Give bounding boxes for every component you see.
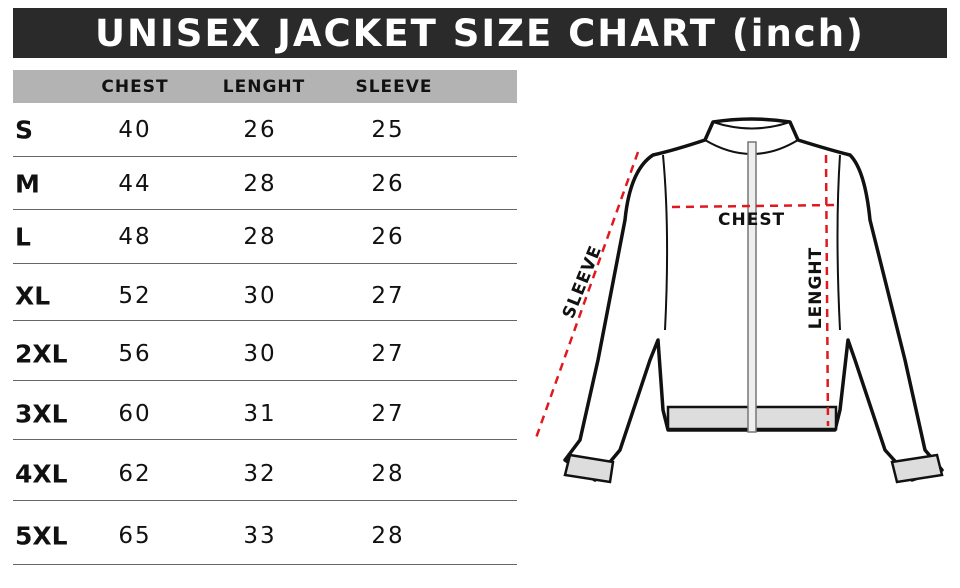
length-cell: 32 xyxy=(243,460,277,487)
chest-cell: 40 xyxy=(118,117,152,143)
size-cell: 3XL xyxy=(15,399,68,428)
length-cell: 26 xyxy=(243,117,277,143)
length-cell: 33 xyxy=(243,523,277,549)
size-cell: 4XL xyxy=(15,459,68,488)
table-row: 4XL 62 32 28 xyxy=(13,440,517,501)
table-row: L 48 28 26 xyxy=(13,210,517,264)
sleeve-cell: 26 xyxy=(371,170,405,197)
size-cell: L xyxy=(15,222,31,252)
chest-cell: 65 xyxy=(118,523,152,549)
header-length: LENGHT xyxy=(222,77,306,97)
table-row: 5XL 65 33 28 xyxy=(13,501,517,565)
chest-cell: 52 xyxy=(118,282,152,309)
chest-cell: 48 xyxy=(118,224,152,250)
table-row: 2XL 56 30 27 xyxy=(13,321,517,381)
length-cell: 30 xyxy=(243,282,277,309)
chest-label: CHEST xyxy=(718,210,786,230)
header-chest: CHEST xyxy=(101,77,169,97)
size-cell: S xyxy=(15,115,34,145)
size-cell: M xyxy=(15,169,40,198)
sleeve-cell: 27 xyxy=(371,400,405,427)
table-row: 3XL 60 31 27 xyxy=(13,381,517,440)
sleeve-cell: 28 xyxy=(371,523,405,549)
length-cell: 28 xyxy=(243,224,277,250)
jacket-illustration xyxy=(534,117,944,484)
table-row: S 40 26 25 xyxy=(13,103,517,157)
table-header: CHEST LENGHT SLEEVE xyxy=(13,70,517,103)
chest-cell: 56 xyxy=(118,341,152,367)
header-sleeve: SLEEVE xyxy=(355,77,433,97)
page-title: UNISEX JACKET SIZE CHART (inch) xyxy=(13,8,947,58)
length-cell: 31 xyxy=(243,400,277,427)
chest-cell: 60 xyxy=(118,400,152,427)
size-cell: 2XL xyxy=(15,339,68,369)
table-row: M 44 28 26 xyxy=(13,157,517,210)
length-label: LENGHT xyxy=(806,246,827,330)
sleeve-cell: 26 xyxy=(371,224,405,250)
table-row: XL 52 30 27 xyxy=(13,264,517,321)
length-cell: 30 xyxy=(243,341,277,367)
sleeve-cell: 25 xyxy=(371,117,405,143)
sleeve-cell: 27 xyxy=(371,341,405,367)
sleeve-cell: 27 xyxy=(371,282,405,309)
chest-cell: 62 xyxy=(118,460,152,487)
sleeve-cell: 28 xyxy=(371,460,405,487)
length-cell: 28 xyxy=(243,170,277,197)
size-cell: 5XL xyxy=(15,521,68,551)
size-cell: XL xyxy=(15,281,51,310)
chest-cell: 44 xyxy=(118,170,152,197)
